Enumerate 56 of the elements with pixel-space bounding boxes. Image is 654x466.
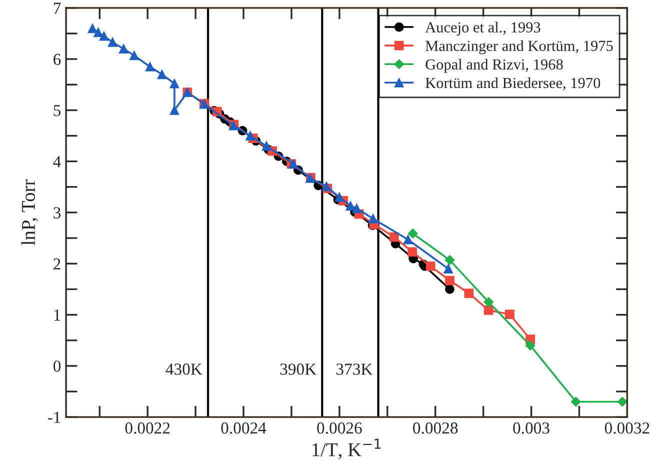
point: [445, 276, 454, 286]
point: [118, 44, 128, 54]
x-tick-label: 0.003: [513, 422, 550, 434]
y-tick-label: -1: [48, 412, 60, 423]
point: [129, 50, 139, 60]
x-tick-label: 0.0028: [413, 422, 458, 434]
y-tick-label: 0: [53, 360, 61, 372]
point: [426, 262, 436, 271]
y-tick-label: 4: [53, 156, 61, 168]
y-tick-label: 6: [54, 54, 61, 66]
point: [88, 24, 98, 34]
legend-label: Gopal and Rizvi, 1968: [426, 58, 563, 73]
point: [157, 70, 167, 80]
point: [262, 141, 272, 151]
point: [94, 28, 103, 38]
point: [570, 396, 581, 407]
y-tick-label: 3: [54, 207, 61, 218]
x-tick-label: 0.0026: [317, 422, 362, 434]
point: [484, 305, 494, 315]
x-tick-label: 0.0032: [604, 422, 650, 434]
ref-line-label: 373K: [336, 364, 373, 375]
ref-line-label: 390K: [280, 364, 316, 375]
point: [352, 204, 362, 214]
y-tick-label: 1: [54, 310, 60, 321]
point: [389, 232, 399, 242]
y-tick-label: 7: [54, 2, 61, 14]
point: [444, 264, 453, 274]
x-tick-label: 0.0024: [221, 422, 266, 434]
y-tick-label: 2: [54, 258, 60, 270]
point: [445, 284, 454, 294]
legend-label: Manczinger and Kortüm, 1975: [425, 40, 613, 54]
point: [464, 288, 474, 298]
point: [334, 192, 344, 202]
point: [145, 62, 155, 72]
point: [444, 255, 455, 265]
point: [246, 131, 255, 140]
legend-label: Aucejo et al., 1993: [425, 22, 540, 36]
ref-line-label: 430K: [166, 364, 202, 375]
point: [525, 340, 536, 350]
x-tick-label: 0.0022: [125, 422, 170, 434]
point: [484, 297, 494, 307]
point: [403, 234, 413, 244]
point: [108, 38, 118, 47]
point: [504, 310, 514, 319]
point: [170, 106, 180, 115]
point: [99, 31, 109, 41]
point: [346, 201, 356, 211]
point: [408, 247, 418, 257]
point: [617, 396, 628, 407]
y-tick-label: 5: [54, 105, 61, 116]
point: [170, 78, 180, 88]
y-axis-title: lnP, Torr: [21, 179, 38, 246]
point: [408, 228, 418, 238]
point: [368, 214, 378, 224]
legend-label: Kortüm and Biedersee, 1970: [425, 77, 600, 90]
x-axis-title: 1/T, K$^{−1}$: [312, 438, 381, 460]
